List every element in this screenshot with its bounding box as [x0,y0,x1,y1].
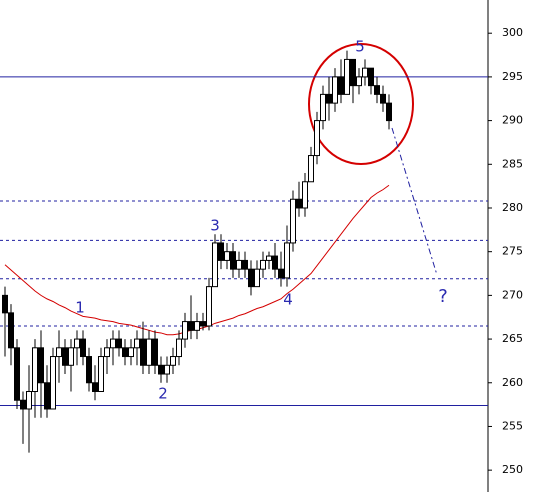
candle-body [122,347,128,358]
highlight-ellipse [308,43,414,165]
candle-body [272,255,278,270]
candle-body [8,312,14,349]
candle-body [362,67,368,78]
candle-body [296,198,302,209]
y-tick-label: 300 [502,26,523,39]
candle-body [62,347,68,366]
candle-body [140,338,146,366]
candle-body [14,347,20,401]
candle-body [230,251,236,270]
candle-body [74,338,80,349]
y-tick-label: 285 [502,157,523,170]
y-tick-label: 290 [502,114,523,127]
candle-body [314,120,320,157]
y-tick-label: 270 [502,288,523,301]
candle-body [350,58,356,87]
wave-label: 3 [210,217,220,235]
candle-body [176,338,182,358]
candle-body [32,347,38,393]
y-tick-label: 280 [502,201,523,214]
candle-body [134,338,140,349]
candle-body [80,338,86,358]
moving-average [4,184,390,336]
candle-body [218,242,224,261]
y-tick-label: 265 [502,332,523,345]
candle-body [188,321,194,331]
y-tick-label: 255 [502,419,523,432]
candle-body [194,321,200,331]
candle-body [236,259,242,270]
candle-body [38,347,44,384]
wave-label: 4 [283,291,293,309]
candle-body [302,181,308,209]
candle-body [278,268,284,279]
candle-body [254,268,260,288]
question-mark: ? [438,286,448,307]
candle-body [152,338,158,366]
candle-body [344,58,350,95]
candle-body [158,364,164,375]
candle-body [386,102,392,122]
candle-body [206,286,212,327]
candle-body [56,347,62,358]
candle-body [164,364,170,375]
candle-body [68,347,74,366]
candle-body [308,155,314,183]
candle-body [86,356,92,384]
candle-body [284,242,290,279]
candle-body [92,382,98,393]
candle-body [320,93,326,122]
candle-body [368,67,374,87]
candle-body [338,76,344,95]
y-tick-label: 260 [502,376,523,389]
candle-body [20,399,26,410]
candle-body [380,93,386,104]
projection-line [391,127,438,276]
candle-body [212,242,218,288]
y-tick-label: 295 [502,70,523,83]
wave-label: 2 [158,385,168,403]
wave-label: 1 [75,299,85,317]
candle-body [260,259,266,270]
y-tick-label: 275 [502,245,523,258]
candle-body [224,251,230,261]
candle-body [98,356,104,393]
candle-body [26,391,32,410]
candle-body [146,338,152,366]
candle-body [44,382,50,410]
candle-body [128,347,134,358]
candle-body [332,76,338,104]
candle-body [290,198,296,244]
candle-body [200,321,206,327]
y-tick-label: 250 [502,463,523,476]
wave-label: 5 [355,38,365,56]
candle-body [356,76,362,87]
candle-body [2,294,8,314]
candle-body [374,85,380,95]
candle-body [242,259,248,270]
candle-body [248,268,254,288]
candle-body [110,338,116,349]
candle-body [50,356,56,410]
candle-body [170,356,176,366]
candle-body [104,347,110,358]
candle-body [266,255,272,261]
candle-body [182,321,188,340]
candle-body [326,93,332,104]
candle-body [116,338,122,349]
